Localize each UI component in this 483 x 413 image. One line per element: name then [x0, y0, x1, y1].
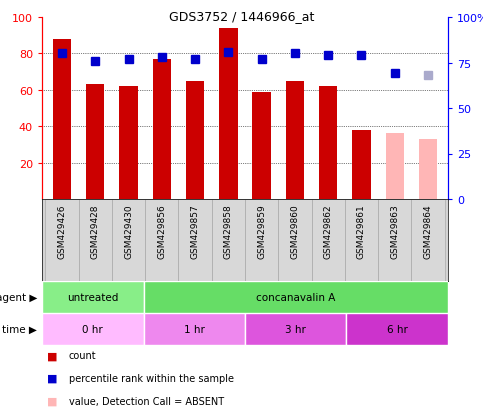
Bar	[53, 40, 71, 199]
Text: concanavalin A: concanavalin A	[256, 292, 335, 302]
Bar	[178, 199, 212, 281]
Bar	[245, 313, 346, 345]
Bar	[312, 199, 345, 281]
Text: 1 hr: 1 hr	[184, 324, 205, 334]
Bar	[419, 140, 437, 199]
Text: value, Detection Call = ABSENT: value, Detection Call = ABSENT	[69, 396, 224, 406]
Text: GSM429862: GSM429862	[324, 204, 333, 258]
Bar	[143, 281, 448, 313]
Bar	[378, 199, 412, 281]
Bar	[253, 93, 271, 199]
Bar	[219, 29, 238, 199]
Bar	[319, 87, 337, 199]
Bar	[79, 199, 112, 281]
Bar	[42, 313, 143, 345]
Text: 0 hr: 0 hr	[83, 324, 103, 334]
Bar	[346, 313, 448, 345]
Text: ■: ■	[47, 396, 57, 406]
Text: GSM429428: GSM429428	[91, 204, 100, 258]
Text: 3 hr: 3 hr	[285, 324, 306, 334]
Text: GSM429864: GSM429864	[424, 204, 433, 258]
Bar	[352, 131, 370, 199]
Bar	[186, 81, 204, 199]
Text: ■: ■	[47, 351, 57, 361]
Text: GDS3752 / 1446966_at: GDS3752 / 1446966_at	[169, 10, 314, 23]
Bar	[286, 81, 304, 199]
Text: GSM429861: GSM429861	[357, 204, 366, 258]
Text: time ▶: time ▶	[2, 324, 37, 334]
Text: GSM429863: GSM429863	[390, 204, 399, 258]
Bar	[385, 134, 404, 199]
Text: GSM429859: GSM429859	[257, 204, 266, 258]
Text: untreated: untreated	[67, 292, 118, 302]
Text: GSM429426: GSM429426	[57, 204, 67, 258]
Bar	[86, 85, 104, 199]
Bar	[245, 199, 278, 281]
Bar	[212, 199, 245, 281]
Text: count: count	[69, 351, 96, 361]
Text: GSM429430: GSM429430	[124, 204, 133, 258]
Bar	[412, 199, 445, 281]
Text: ■: ■	[47, 373, 57, 383]
Bar	[345, 199, 378, 281]
Text: GSM429857: GSM429857	[191, 204, 199, 258]
Text: 6 hr: 6 hr	[387, 324, 408, 334]
Bar	[143, 313, 245, 345]
Text: agent ▶: agent ▶	[0, 292, 37, 302]
Text: percentile rank within the sample: percentile rank within the sample	[69, 373, 234, 383]
Text: GSM429856: GSM429856	[157, 204, 166, 258]
Bar	[45, 199, 79, 281]
Bar	[112, 199, 145, 281]
Text: GSM429858: GSM429858	[224, 204, 233, 258]
Bar	[145, 199, 178, 281]
Bar	[153, 60, 171, 199]
Bar	[119, 87, 138, 199]
Bar	[278, 199, 312, 281]
Bar	[42, 281, 143, 313]
Text: GSM429860: GSM429860	[290, 204, 299, 258]
